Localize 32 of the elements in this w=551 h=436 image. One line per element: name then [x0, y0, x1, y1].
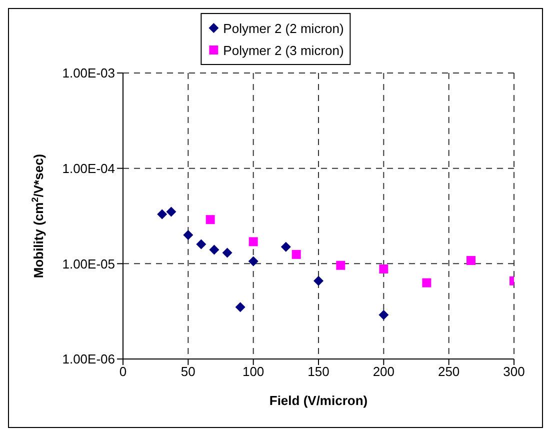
y-tick-label: 1.00E-06: [62, 352, 115, 367]
legend-label: Polymer 2 (2 micron): [223, 20, 344, 36]
point: [157, 209, 168, 220]
point: [378, 310, 389, 320]
x-tick-label: 0: [119, 364, 127, 380]
point: [379, 264, 388, 274]
y-tick-label: 1.00E-04: [62, 160, 115, 176]
legend-label: Polymer 2 (3 micron): [223, 42, 344, 58]
x-axis-title: Field (V/micron): [269, 393, 368, 408]
point: [183, 230, 194, 240]
point: [292, 250, 301, 259]
point: [166, 206, 176, 217]
point: [314, 276, 324, 286]
x-tick-label: 200: [372, 364, 395, 380]
point: [422, 278, 432, 288]
point: [196, 239, 206, 250]
point: [222, 248, 232, 258]
point: [206, 215, 215, 224]
point: [280, 242, 291, 252]
y-tick-label: 1.00E-05: [62, 256, 115, 272]
point: [248, 237, 258, 246]
point: [336, 260, 346, 270]
y-tick-label: 1.00E-03: [62, 66, 115, 81]
x-tick-label: 50: [180, 364, 196, 380]
x-tick-label: 250: [438, 364, 460, 380]
point: [235, 302, 246, 312]
point: [466, 256, 476, 265]
point: [209, 244, 220, 255]
x-tick-label: 150: [308, 364, 330, 380]
point: [248, 256, 258, 266]
x-tick-label: 300: [503, 364, 525, 380]
x-tick-label: 100: [242, 364, 264, 380]
